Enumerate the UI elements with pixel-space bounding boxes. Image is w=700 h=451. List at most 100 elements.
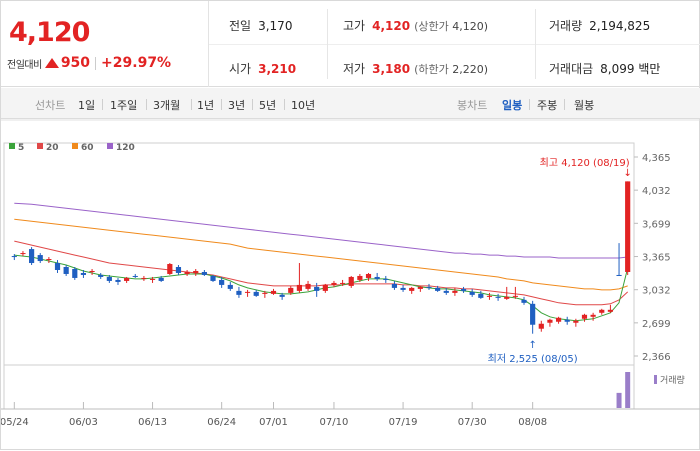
stat-value: 4,120 (372, 19, 411, 33)
candle-body (262, 292, 268, 294)
stats-grid: 전일 3,170 고가 4,120 (상한가 4,120) 거래량 2,194,… (209, 1, 700, 87)
stat-label: 시가 (229, 62, 252, 76)
x-tick-label: 06/24 (207, 417, 236, 428)
tab-1w[interactable]: 1주일 (110, 99, 138, 112)
stat-label: 고가 (343, 19, 366, 33)
change-percent: +29.97% (101, 55, 172, 71)
divider (95, 56, 97, 70)
candle-body (426, 286, 432, 288)
stat-value: 2,194,825 (589, 19, 651, 33)
x-tick-label: 08/08 (518, 417, 547, 428)
divider (564, 99, 565, 110)
y-tick-label: 2,699 (642, 319, 671, 330)
candle-body (11, 256, 17, 258)
volume-legend-label: 거래량 (660, 374, 685, 386)
ma5-line (14, 254, 629, 322)
candle-body (547, 319, 553, 323)
legend-label: 5 (18, 143, 24, 153)
candle-body (193, 270, 199, 273)
candle-body (616, 274, 622, 276)
tab-1d[interactable]: 1일 (78, 99, 96, 112)
down-arrow-icon: ↓ (623, 168, 631, 179)
tab-weekly[interactable]: 주봉 (537, 99, 558, 112)
tab-daily[interactable]: 일봉 (502, 99, 523, 112)
candle-body (201, 271, 207, 275)
tab-10y[interactable]: 10년 (291, 99, 316, 112)
candle-body (244, 291, 251, 293)
candle-body (296, 284, 302, 291)
candle-body (106, 276, 112, 281)
candle-body (132, 275, 138, 277)
current-price: 4,120 (9, 17, 90, 48)
tab-5y[interactable]: 5년 (259, 99, 277, 112)
tab-3m[interactable]: 3개월 (153, 99, 181, 112)
candle-body (599, 309, 605, 313)
stat-label: 저가 (343, 62, 366, 76)
stat-open: 시가 3,210 (229, 60, 296, 77)
candle-body (236, 290, 242, 295)
candle-body (348, 276, 354, 286)
stat-sub: (하한가 2,220) (414, 61, 488, 77)
up-arrow-icon (44, 58, 59, 68)
stat-sub-label: (하한가 (414, 63, 449, 76)
y-tick-label: 4,032 (642, 186, 671, 197)
candle-body (314, 286, 320, 291)
divider (252, 99, 253, 110)
y-tick-label: 4,365 (642, 153, 671, 164)
volume-legend-swatch (654, 375, 657, 384)
candle-body (210, 275, 216, 281)
candle-body (581, 314, 588, 319)
candle-body (80, 272, 87, 275)
candle-body (115, 279, 121, 282)
divider (535, 9, 536, 79)
candle-body (409, 287, 415, 291)
candle-body (305, 283, 311, 289)
x-tick-label: 05/24 (1, 417, 29, 428)
change-value: 950 (60, 55, 91, 71)
x-tick-label: 06/13 (138, 417, 167, 428)
candle-body (63, 267, 69, 274)
candle-body (512, 295, 518, 297)
candle-body (270, 290, 277, 294)
tab-3y[interactable]: 3년 (228, 99, 246, 112)
candlestick-chart: 4,365 4,032 3,699 3,365 3,032 2,699 2,366 05/24… (1, 119, 700, 428)
x-tick-label: 07/30 (458, 417, 487, 428)
stat-value: 3,180 (372, 62, 411, 76)
tab-monthly[interactable]: 월봉 (574, 99, 595, 112)
line-chart-label: 선차트 (35, 99, 66, 112)
price-block: 4,120 전일대비 950 +29.97% (1, 1, 209, 87)
candle-body (149, 278, 156, 280)
candle-body (37, 255, 43, 262)
candle-body (279, 294, 285, 297)
stat-sub-label: (상한가 (414, 20, 449, 33)
candle-body (219, 279, 225, 285)
change-label: 전일대비 (7, 59, 42, 71)
candle-body (54, 263, 61, 270)
candle-body (486, 295, 493, 297)
divider (102, 99, 103, 110)
high-annotation: 최고 4,120 (08/19) (540, 157, 630, 169)
candle-body (124, 277, 130, 281)
divider (146, 99, 147, 110)
legend-swatch (9, 143, 15, 149)
divider (209, 44, 700, 45)
stat-prev-close: 전일 3,170 (229, 17, 292, 34)
candle-body (443, 290, 449, 293)
y-tick-label: 3,365 (642, 253, 671, 264)
volume-panel-frame (3, 364, 635, 410)
candle-body (158, 277, 164, 281)
stat-value: 8,099 백만 (600, 62, 661, 76)
tab-1y[interactable]: 1년 (197, 99, 215, 112)
candle-body (20, 253, 26, 255)
candle-body (253, 291, 259, 296)
legend-swatch (107, 143, 113, 149)
stat-sub: (상한가 4,120) (414, 18, 488, 34)
candle-body (478, 293, 484, 298)
stat-amount: 거래대금 8,099 백만 (549, 60, 660, 77)
candle-body (322, 284, 328, 291)
price-panel-frame (3, 142, 635, 366)
candle-body (184, 271, 190, 274)
candle-body (564, 319, 570, 322)
candle-body (288, 287, 294, 293)
